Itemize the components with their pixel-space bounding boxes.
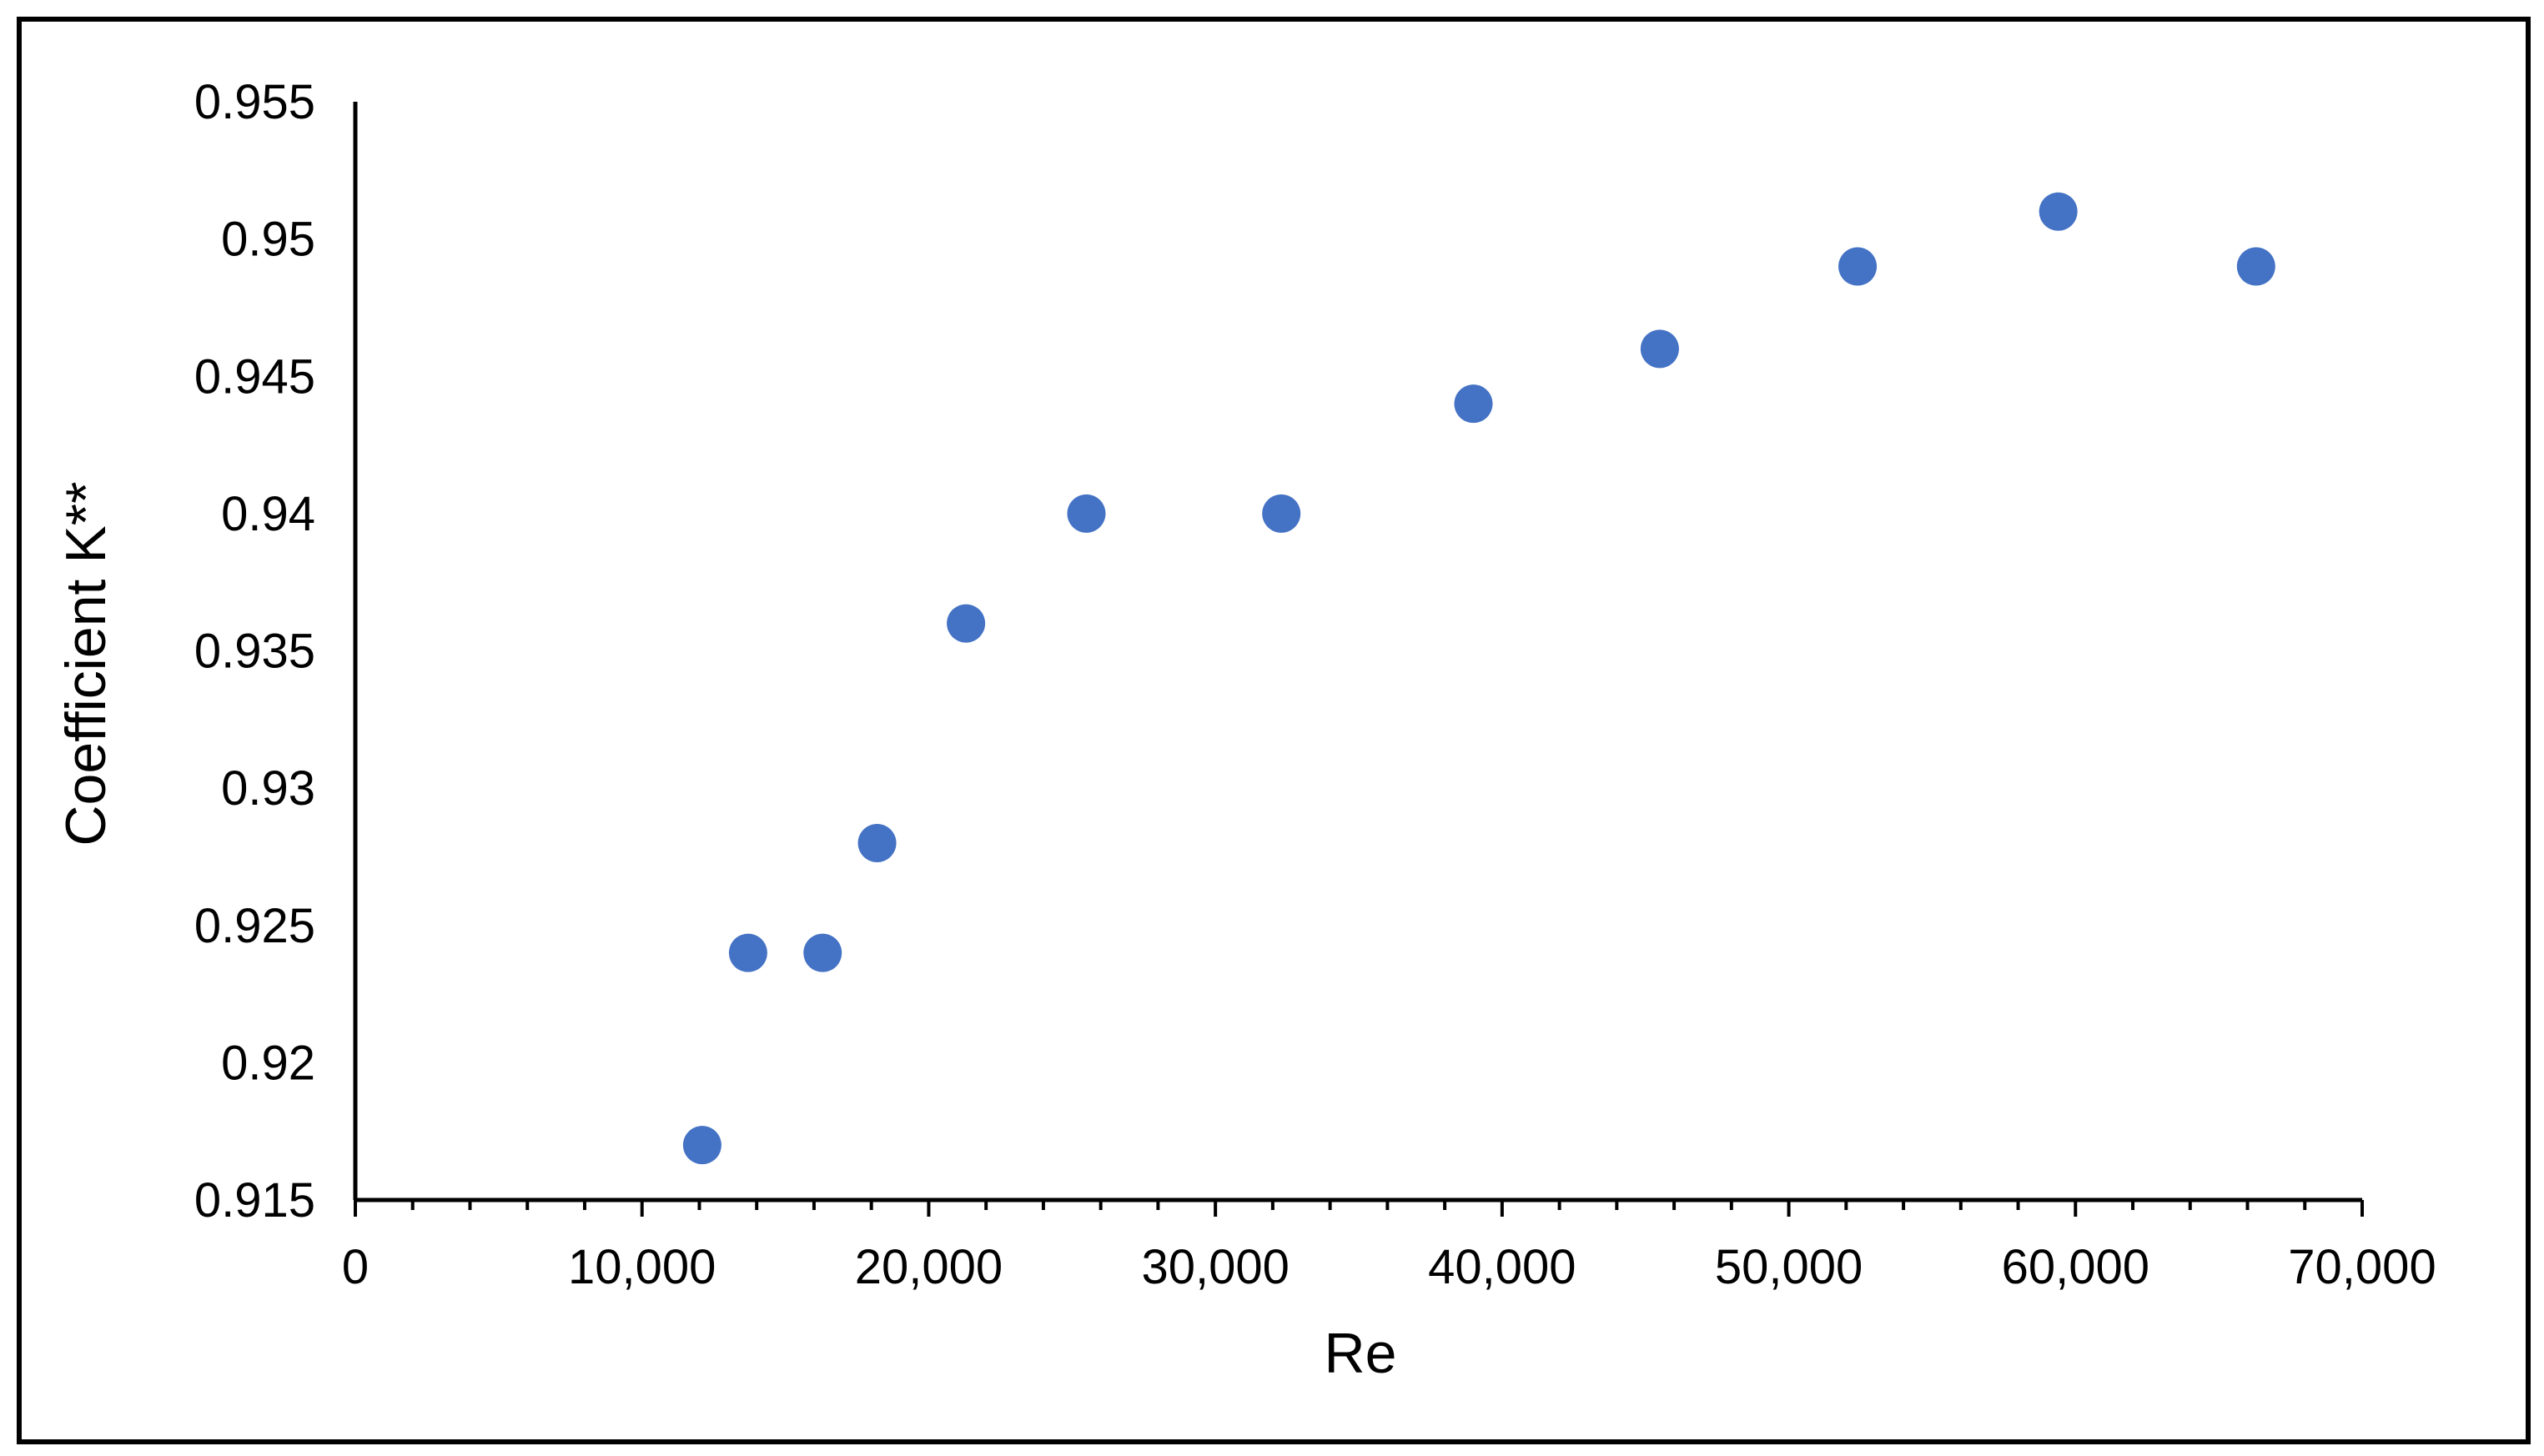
y-tick-label: 0.955 [194, 75, 315, 129]
data-point [2039, 192, 2078, 231]
chart-frame: 0 10,000 20,000 30,000 40,000 50,000 60,000 70,… [17, 17, 2531, 1444]
y-tick-label: 0.95 [221, 213, 315, 267]
data-point [947, 604, 986, 643]
y-tick-label: 0.925 [194, 899, 315, 953]
y-tick-label: 0.93 [221, 761, 315, 816]
x-tick-label: 50,000 [1715, 1240, 1863, 1294]
x-tick-label: 20,000 [855, 1240, 1003, 1294]
data-point [1067, 494, 1106, 533]
data-point [1838, 247, 1878, 286]
data-point [1640, 329, 1679, 369]
y-tick-label: 0.935 [194, 625, 315, 679]
y-tick-label: 0.945 [194, 349, 315, 404]
y-tick-label: 0.92 [221, 1036, 315, 1090]
data-point [1454, 384, 1493, 424]
data-point [857, 823, 897, 862]
y-tick-label: 0.915 [194, 1173, 315, 1228]
x-tick-label: 70,000 [2288, 1240, 2436, 1294]
axis-ticks [354, 1200, 2364, 1217]
data-point [682, 1126, 721, 1165]
y-tick-label: 0.94 [221, 487, 315, 541]
tick-labels: 0 10,000 20,000 30,000 40,000 50,000 60,000 70,… [194, 75, 2436, 1294]
x-tick-label: 60,000 [2002, 1240, 2149, 1294]
axes [353, 102, 2362, 1202]
x-tick-label: 40,000 [1428, 1240, 1576, 1294]
data-point [728, 933, 767, 972]
data-point [1262, 494, 1301, 533]
data-point [2236, 247, 2275, 286]
x-tick-label: 10,000 [568, 1240, 716, 1294]
data-point [803, 933, 842, 972]
x-tick-label: 30,000 [1141, 1240, 1289, 1294]
x-tick-label: 0 [342, 1240, 369, 1294]
data-points [682, 192, 2275, 1165]
scatter-chart: 0 10,000 20,000 30,000 40,000 50,000 60,000 70,… [54, 75, 2436, 1385]
x-axis-title: Re [1325, 1322, 1397, 1385]
y-axis-title: Coefficient K** [54, 481, 118, 846]
